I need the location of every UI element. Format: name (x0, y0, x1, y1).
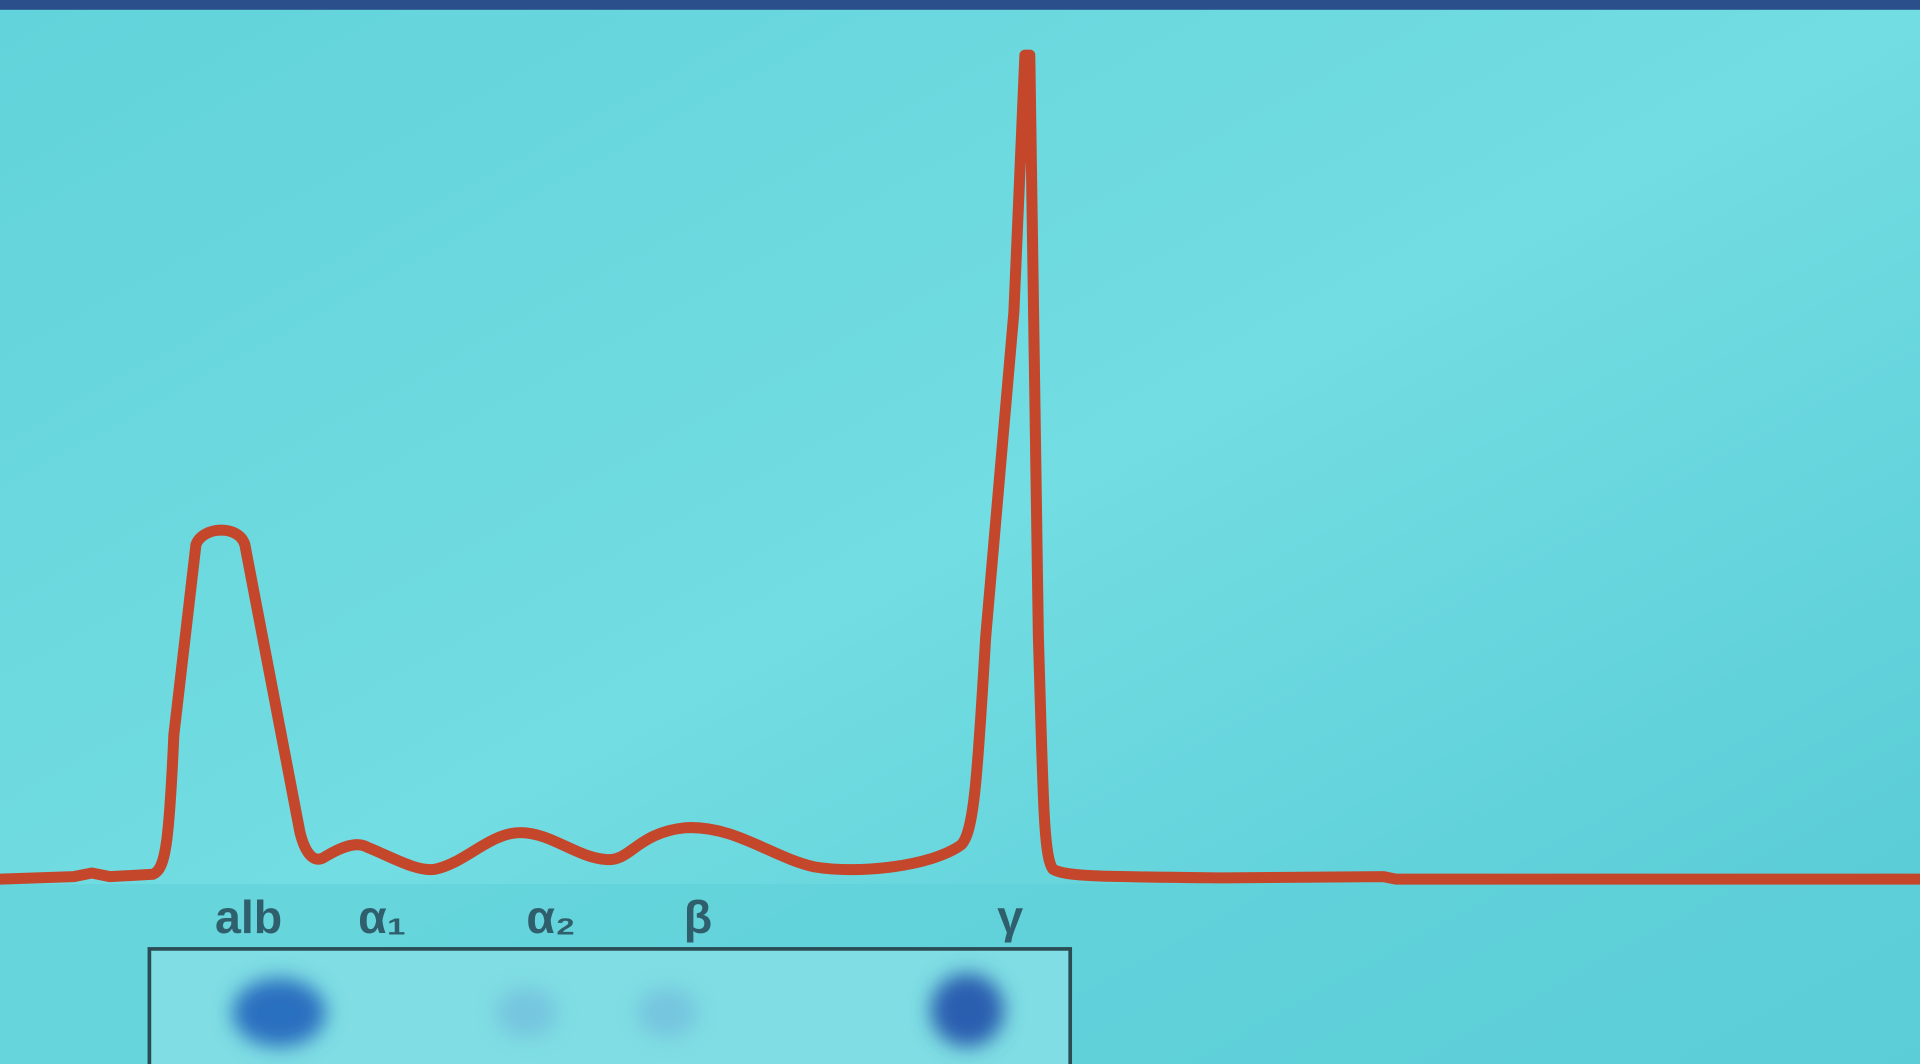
electrophoresis-photo: alb α₁ α₂ β γ (0, 0, 1920, 1064)
gel-band (637, 988, 698, 1037)
fraction-label: alb (215, 891, 282, 943)
gel-band (496, 988, 557, 1037)
fraction-label: β (684, 891, 712, 943)
page: {"labels": ["alb", "α₁", "α₂", "β", "γ"]… (0, 0, 1920, 1064)
gel-band (233, 978, 326, 1047)
gel-band (931, 973, 1004, 1046)
fraction-label: α₁ (358, 891, 406, 943)
fraction-label: α₂ (526, 891, 575, 943)
fraction-label: γ (997, 891, 1023, 943)
